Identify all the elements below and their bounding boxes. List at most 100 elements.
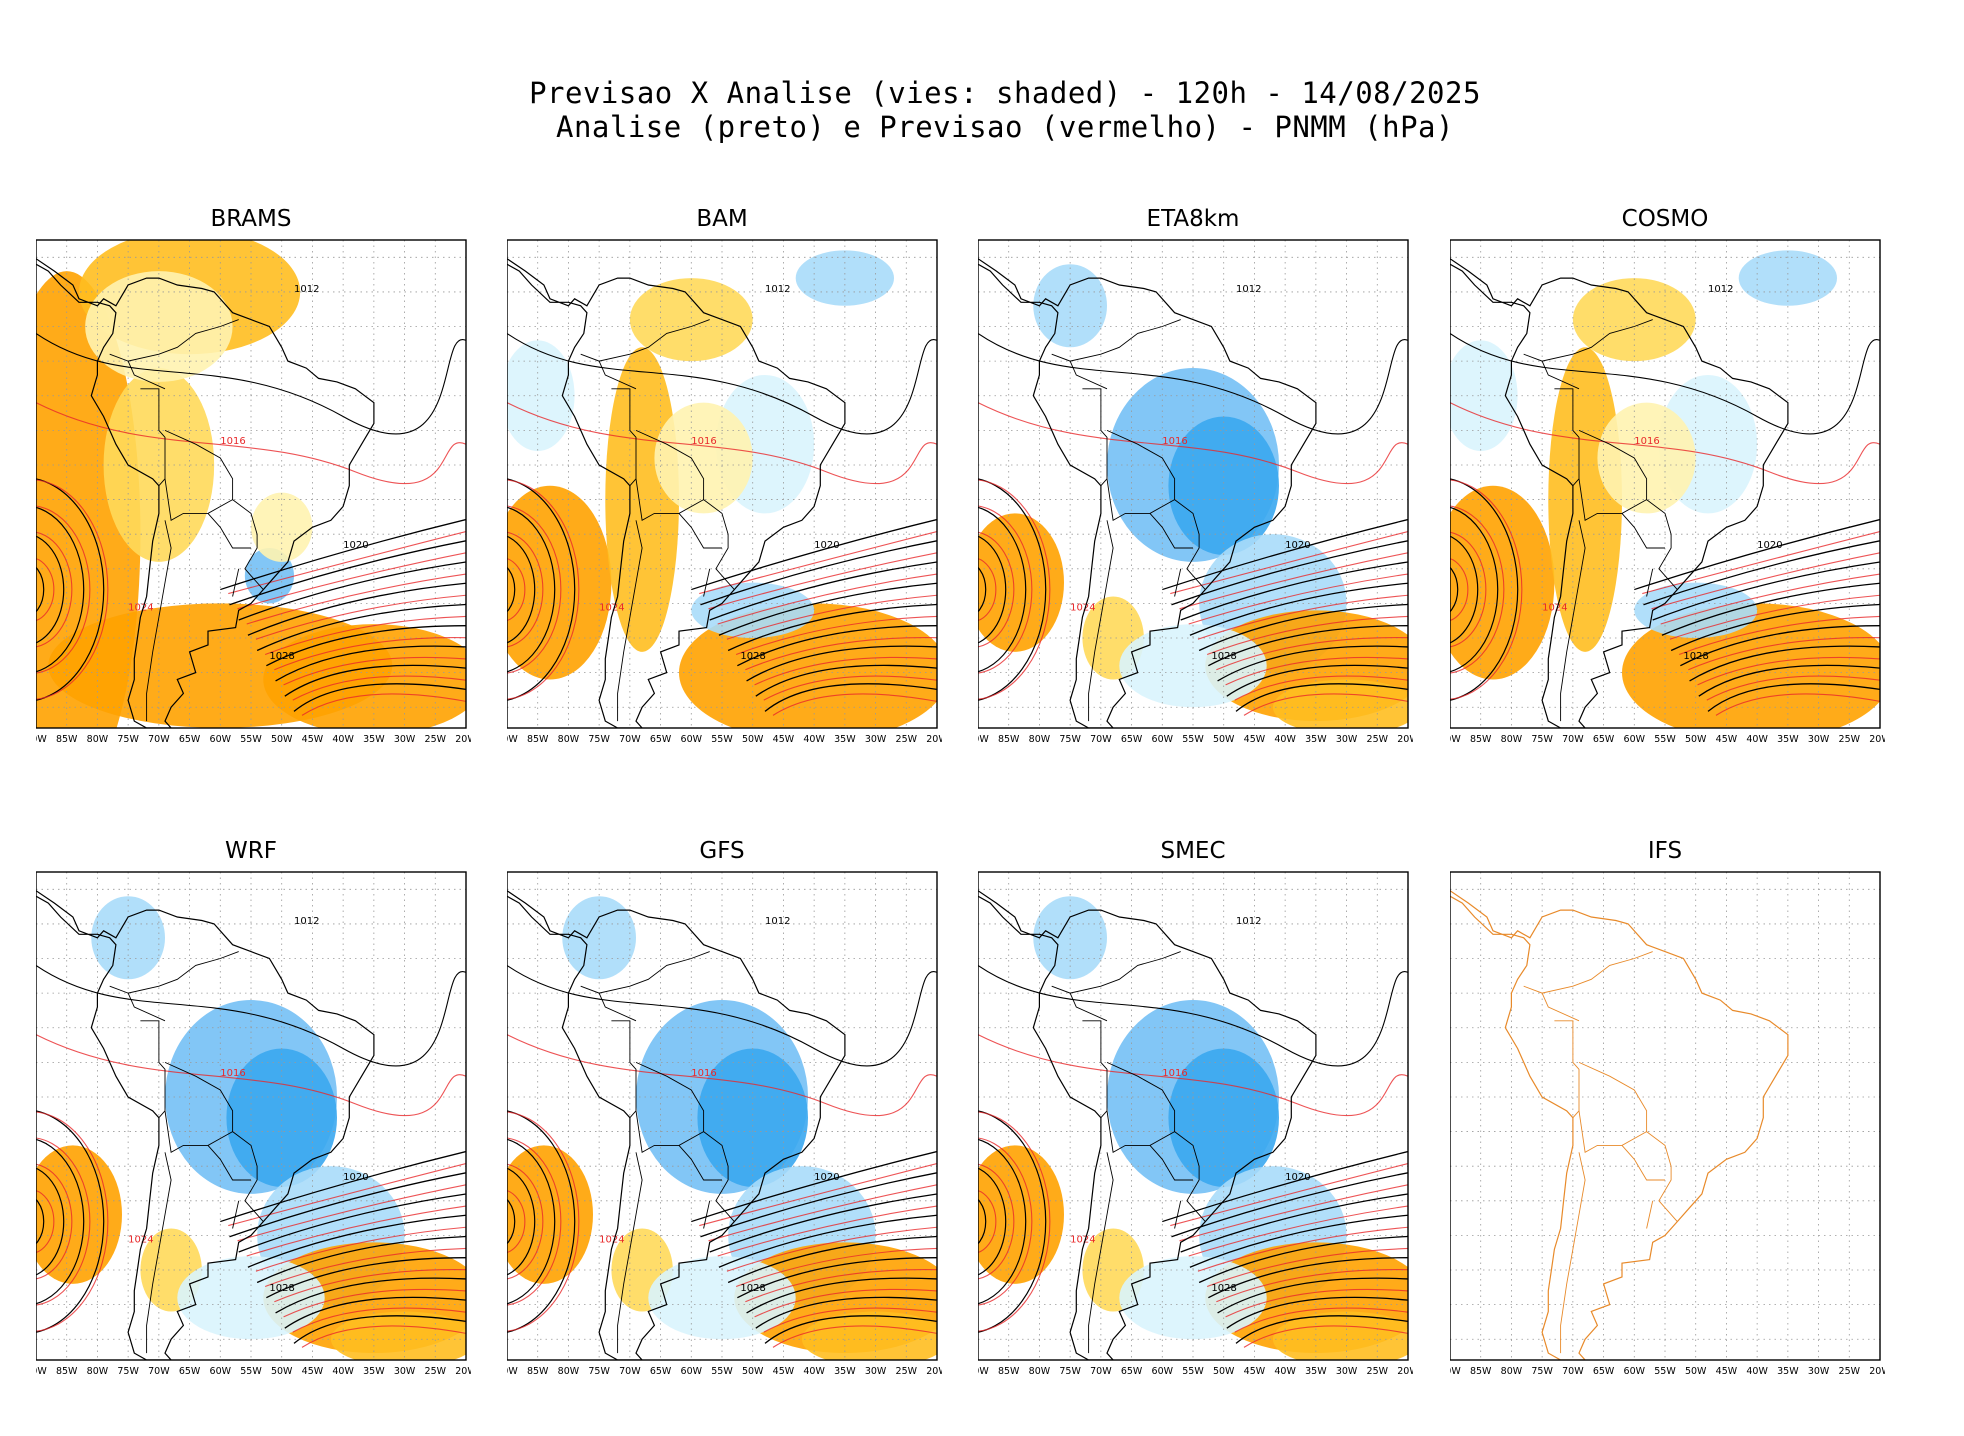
map-field: 1012 1016 1020 1024 1028 (1450, 240, 1880, 728)
map-frame (978, 871, 1409, 1361)
bias-area (226, 1048, 337, 1187)
isobar-label: 1012 (294, 284, 319, 295)
isobar-analysis (718, 1214, 937, 1268)
map-frame (507, 871, 938, 1361)
lon-tick-label: 70W (619, 734, 641, 745)
isobar-analysis (36, 1198, 45, 1245)
isobar-label: 1024 (128, 602, 153, 613)
country-border (164, 1061, 264, 1222)
map-frame (1450, 239, 1881, 729)
map-field (1450, 872, 1880, 1360)
lon-tick-label: 35W (363, 734, 385, 745)
lon-tick-label: 25W (1839, 1366, 1861, 1377)
country-border (1646, 568, 1654, 597)
isobar-analysis (1450, 506, 1499, 673)
lon-tick-label: 70W (1562, 734, 1584, 745)
isobar-analysis (247, 1214, 466, 1268)
isobar-forecast (292, 675, 466, 701)
lon-tick-label: 90W (978, 734, 989, 745)
isobar-analysis (293, 1315, 466, 1344)
country-border (1578, 1061, 1678, 1222)
country-border (678, 1145, 722, 1181)
bias-area (1272, 679, 1408, 728)
lon-tick-label: 60W (1624, 1366, 1646, 1377)
lon-tick-label: 25W (1839, 734, 1861, 745)
bias-area (263, 624, 466, 728)
lon-tick-label: 20W (1869, 734, 1885, 745)
isobar-analysis (507, 964, 937, 1067)
country-border (146, 520, 172, 722)
isobar-label: 1012 (765, 284, 790, 295)
lon-tick-label: 65W (179, 734, 201, 745)
lon-tick-label: 35W (1305, 1366, 1327, 1377)
lon-tick-label: 50W (742, 1366, 764, 1377)
isobar-analysis (284, 1296, 466, 1329)
panel-title: BRAMS (210, 206, 291, 232)
isobar-analysis (1217, 645, 1408, 682)
country-border (1554, 388, 1580, 486)
bias-area (697, 1048, 808, 1187)
isobar-analysis (727, 1235, 937, 1284)
panel-title: COSMO (1622, 206, 1709, 232)
isobar-analysis (507, 566, 516, 613)
isobar-forecast (717, 573, 937, 625)
isobar-forecast (507, 1137, 562, 1306)
lon-tick-label: 50W (271, 1366, 293, 1377)
isobar-forecast (1206, 615, 1408, 655)
lon-tick-label: 50W (742, 734, 764, 745)
lon-tick-label: 55W (240, 734, 262, 745)
lon-tick-label: 20W (926, 1366, 942, 1377)
isobar-forecast (1188, 573, 1408, 625)
isobar-analysis (1450, 332, 1880, 435)
lon-tick-label: 75W (117, 734, 139, 745)
isobar-analysis (1235, 683, 1408, 712)
isobar-analysis (293, 683, 466, 712)
isobar-label: 1028 (1211, 1283, 1236, 1294)
isobar-forecast (507, 1034, 937, 1117)
isobar-forecast (726, 1226, 937, 1272)
country-border (611, 1020, 637, 1118)
lon-tick-label: 30W (1336, 1366, 1358, 1377)
lon-tick-label: 75W (588, 734, 610, 745)
lon-tick-label: 55W (1182, 1366, 1204, 1377)
isobar-analysis (1698, 664, 1880, 697)
lon-tick-label: 70W (1090, 734, 1112, 745)
isobar-label: 1028 (269, 1283, 294, 1294)
isobar-label: 1020 (814, 1172, 839, 1183)
country-border (1051, 319, 1181, 362)
lon-tick-label: 60W (1624, 734, 1646, 745)
lon-tick-label: 80W (1501, 1366, 1523, 1377)
isobar-analysis (691, 1150, 937, 1223)
panel-gfs: GFS1012101610201024102815N10N5NEQ5S10S15… (507, 822, 942, 1392)
lon-tick-label: 90W (507, 1366, 518, 1377)
lon-tick-label: 90W (507, 734, 518, 745)
lon-tick-label: 25W (425, 734, 447, 745)
lon-tick-label: 30W (394, 734, 416, 745)
isobar-forecast (36, 531, 73, 648)
coastline (978, 257, 1317, 728)
bias-area (85, 271, 233, 382)
isobar-forecast (1225, 1288, 1408, 1318)
isobar-forecast (1450, 558, 1469, 622)
isobar-analysis (978, 1110, 1047, 1333)
lon-tick-label: 75W (117, 1366, 139, 1377)
isobar-label: 1020 (343, 540, 368, 551)
isobar-forecast (507, 1190, 526, 1254)
country-border (109, 951, 239, 994)
lon-tick-label: 85W (527, 1366, 549, 1377)
isobar-forecast (763, 1307, 937, 1333)
lon-tick-label: 70W (148, 734, 170, 745)
figure-header: Previsao X Analise (vies: shaded) - 120h… (0, 76, 1964, 144)
coastline (507, 257, 846, 728)
country-border (1051, 951, 1181, 994)
isobar-label: 1028 (1683, 651, 1708, 662)
country-border (1560, 520, 1586, 722)
lon-tick-label: 65W (650, 1366, 672, 1377)
lon-tick-label: 40W (803, 1366, 825, 1377)
country-border (703, 568, 711, 597)
isobar-analysis (764, 683, 937, 712)
isobar-analysis (36, 535, 65, 644)
isobar-analysis (507, 332, 937, 435)
panel-title: GFS (699, 838, 744, 864)
isobar-forecast (978, 1190, 997, 1254)
